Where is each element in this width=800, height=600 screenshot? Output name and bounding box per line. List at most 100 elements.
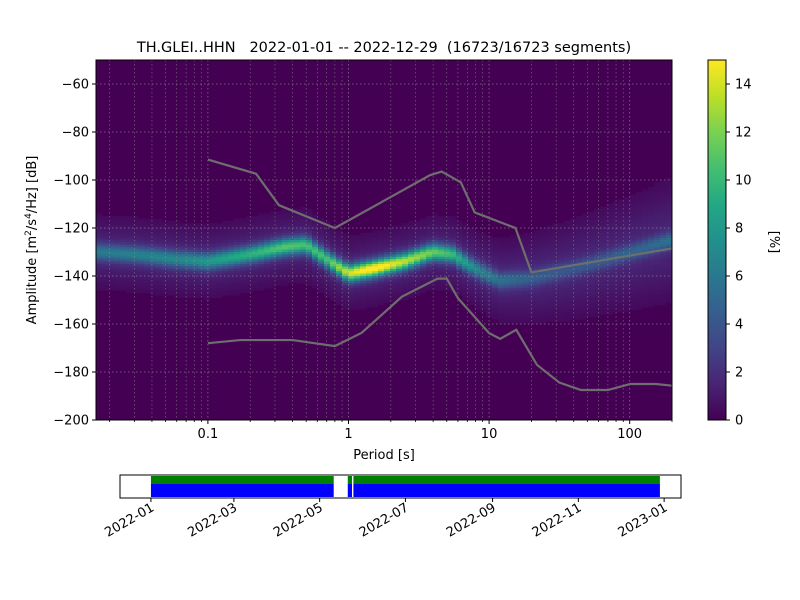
heatmap-cell bbox=[468, 280, 475, 284]
heatmap-cell bbox=[570, 314, 577, 318]
heatmap-cell bbox=[210, 242, 217, 246]
heatmap-cell bbox=[150, 220, 157, 224]
heatmap-cell bbox=[606, 213, 613, 217]
heatmap-cell bbox=[552, 256, 559, 260]
heatmap-cell bbox=[336, 280, 343, 284]
heatmap-cell bbox=[330, 273, 337, 277]
heatmap-cell bbox=[276, 249, 283, 253]
heatmap-cell bbox=[606, 302, 613, 306]
heatmap-cell bbox=[240, 247, 247, 250]
heatmap-cell bbox=[204, 240, 211, 243]
heatmap-cell bbox=[114, 285, 121, 289]
heatmap-cell bbox=[348, 249, 355, 253]
heatmap-cell bbox=[582, 300, 589, 303]
heatmap-cell bbox=[252, 216, 259, 219]
heatmap-cell bbox=[570, 273, 577, 277]
heatmap-cell bbox=[294, 223, 301, 226]
heatmap-cell bbox=[180, 240, 187, 243]
heatmap-cell bbox=[402, 223, 409, 226]
heatmap-cell bbox=[630, 240, 637, 243]
heatmap-cell bbox=[312, 223, 319, 226]
heatmap-cell bbox=[108, 244, 115, 248]
heatmap-cell bbox=[276, 261, 283, 265]
heatmap-cell bbox=[186, 278, 193, 282]
heatmap-cell bbox=[618, 295, 625, 298]
heatmap-cell bbox=[582, 285, 589, 289]
heatmap-cell bbox=[408, 271, 415, 274]
heatmap-cell bbox=[552, 276, 559, 279]
heatmap-cell bbox=[534, 302, 541, 306]
heatmap-cell bbox=[648, 228, 655, 231]
heatmap-cell bbox=[132, 261, 139, 265]
heatmap-cell bbox=[648, 261, 655, 265]
heatmap-cell bbox=[624, 268, 631, 272]
heatmap-cell bbox=[222, 266, 229, 270]
heatmap-cell bbox=[126, 280, 133, 284]
heatmap-cell bbox=[648, 206, 655, 210]
heatmap-cell bbox=[102, 232, 109, 236]
heatmap-cell bbox=[642, 259, 649, 262]
heatmap-cell bbox=[654, 232, 661, 236]
heatmap-cell bbox=[396, 256, 403, 260]
heatmap-cell bbox=[312, 247, 319, 250]
heatmap-cell bbox=[408, 292, 415, 296]
heatmap-cell bbox=[312, 285, 319, 289]
heatmap-cell bbox=[210, 230, 217, 234]
heatmap-cell bbox=[480, 240, 487, 243]
heatmap-cell bbox=[648, 189, 655, 193]
heatmap-cell bbox=[384, 278, 391, 282]
heatmap-cell bbox=[150, 223, 157, 226]
heatmap-cell bbox=[612, 247, 619, 250]
heatmap-cell bbox=[540, 240, 547, 243]
heatmap-cell bbox=[198, 244, 205, 248]
heatmap-cell bbox=[300, 235, 307, 238]
heatmap-cell bbox=[456, 249, 463, 253]
heatmap-cell bbox=[504, 314, 511, 318]
heatmap-cell bbox=[594, 228, 601, 231]
heatmap-cell bbox=[576, 314, 583, 318]
heatmap-cell bbox=[450, 218, 457, 222]
heatmap-cell bbox=[552, 252, 559, 255]
heatmap-cell bbox=[246, 283, 253, 286]
heatmap-cell bbox=[456, 230, 463, 234]
heatmap-cell bbox=[114, 276, 121, 279]
heatmap-cell bbox=[402, 254, 409, 258]
heatmap-cell bbox=[462, 278, 469, 282]
heatmap-cell bbox=[108, 278, 115, 282]
heatmap-cell bbox=[270, 237, 277, 241]
heatmap-cell bbox=[510, 283, 517, 286]
heatmap-cell bbox=[396, 278, 403, 282]
heatmap-cell bbox=[276, 232, 283, 236]
heatmap-cell bbox=[462, 285, 469, 289]
heatmap-cell bbox=[660, 268, 667, 272]
heatmap-cell bbox=[444, 273, 451, 277]
heatmap-cell bbox=[330, 264, 337, 267]
heatmap-cell bbox=[648, 199, 655, 202]
heatmap-cell bbox=[102, 280, 109, 284]
heatmap-cell bbox=[378, 288, 385, 291]
heatmap-cell bbox=[228, 268, 235, 272]
heatmap-cell bbox=[354, 276, 361, 279]
heatmap-cell bbox=[552, 240, 559, 243]
heatmap-cell bbox=[138, 220, 145, 224]
heatmap-cell bbox=[414, 285, 421, 289]
heatmap-cell bbox=[540, 266, 547, 270]
heatmap-cell bbox=[666, 208, 672, 212]
heatmap-cell bbox=[186, 235, 193, 238]
heatmap-cell bbox=[378, 297, 385, 301]
heatmap-cell bbox=[114, 232, 121, 236]
heatmap-cell bbox=[504, 278, 511, 282]
heatmap-cell bbox=[456, 235, 463, 238]
heatmap-cell bbox=[324, 290, 331, 294]
heatmap-cell bbox=[660, 187, 667, 190]
heatmap-cell bbox=[252, 244, 259, 248]
heatmap-cell bbox=[486, 302, 493, 306]
heatmap-cell bbox=[504, 288, 511, 291]
heatmap-cell bbox=[588, 218, 595, 222]
heatmap-cell bbox=[102, 216, 109, 219]
heatmap-cell bbox=[360, 288, 367, 291]
heatmap-cell bbox=[264, 232, 271, 236]
heatmap-cell bbox=[540, 249, 547, 253]
heatmap-cell bbox=[516, 319, 523, 322]
